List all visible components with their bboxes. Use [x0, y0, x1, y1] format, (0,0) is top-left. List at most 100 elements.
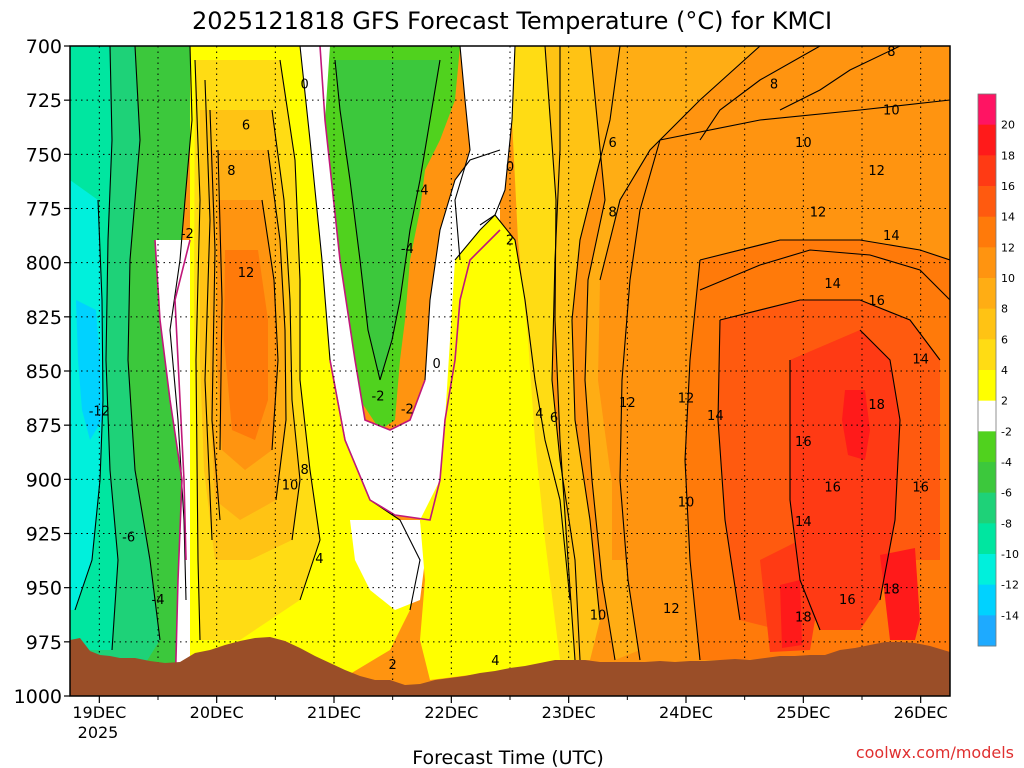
- colorbar-swatch: [978, 431, 996, 463]
- contour-label: 10: [282, 478, 299, 493]
- contour-label: -4: [416, 184, 429, 199]
- colorbar-label: 6: [1001, 333, 1008, 346]
- contour-label: 0: [506, 160, 514, 175]
- colorbar-label: 2: [1001, 395, 1008, 408]
- credit-link[interactable]: coolwx.com/models: [856, 743, 1014, 762]
- contour-label: 6: [242, 119, 250, 134]
- contour-line: [204, 79, 213, 541]
- contour-line: [599, 46, 761, 281]
- contour-line: [551, 46, 581, 661]
- colorbar-label: 12: [1001, 241, 1015, 254]
- contour-label: 12: [810, 205, 827, 220]
- y-tick-label: 850: [26, 361, 62, 383]
- contour-line: [424, 149, 501, 381]
- colorbar-frame: [977, 93, 997, 647]
- contour-label: 4: [491, 654, 499, 669]
- x-tick-label: 24DEC: [659, 703, 713, 722]
- contour-line: [127, 46, 161, 641]
- contour-line: [544, 46, 576, 661]
- contour-label: 14: [795, 515, 812, 530]
- contour-label: 4: [535, 407, 543, 422]
- x-tick-label: 21DEC: [307, 703, 361, 722]
- y-tick-label: 700: [26, 36, 62, 58]
- colorbar-label: 4: [1001, 364, 1008, 377]
- contour-label: 14: [824, 277, 841, 292]
- colorbar-label: -4: [1001, 456, 1012, 469]
- contour-label: 16: [824, 481, 841, 496]
- colorbar-label: 10: [1001, 272, 1015, 285]
- contour-line: [717, 319, 741, 621]
- temperature-fill-region: [300, 46, 500, 520]
- colorbar: 20 18 16 14 12 10 8 6 4 2 -2 -4 -6 -8 -10 -12 -14: [977, 93, 1019, 647]
- contour-line: [217, 149, 223, 451]
- contour-label: 16: [795, 435, 812, 450]
- contour-line: [659, 99, 950, 141]
- zero-contour-line: [329, 229, 501, 521]
- terrain-surface: [70, 637, 950, 696]
- temperature-fill-region: [880, 548, 920, 640]
- contour-line: [584, 46, 616, 661]
- colorbar-swatch: [978, 278, 996, 310]
- contour-label: 18: [868, 398, 885, 413]
- contour-label: 10: [883, 104, 900, 119]
- temperature-fill-region: [620, 100, 950, 660]
- contour-label: 2: [506, 234, 514, 249]
- temperature-fill-region: [455, 46, 515, 260]
- contour-label: -2: [372, 390, 385, 405]
- chart-title: 2025121818 GFS Forecast Temperature (°C)…: [192, 7, 832, 35]
- contour-label: 12: [619, 396, 636, 411]
- colorbar-swatch: [978, 186, 996, 218]
- colorbar-swatch: [978, 523, 996, 555]
- colorbar-label: -2: [1001, 425, 1012, 438]
- colorbar-swatch: [978, 400, 996, 432]
- contour-label: 8: [609, 205, 617, 220]
- contour-label: 10: [590, 608, 607, 623]
- y-tick-label: 725: [26, 90, 62, 112]
- y-tick-label: 1000: [14, 686, 62, 708]
- y-axis: 700 725 750 775 800 825 850 875 900 925 950 975 1000: [14, 36, 70, 708]
- contour-label: 16: [912, 481, 929, 496]
- contour-line: [454, 46, 471, 261]
- x-tick-label: 20DEC: [190, 703, 244, 722]
- colorbar-label: -8: [1001, 517, 1012, 530]
- y-tick-label: 875: [26, 415, 62, 437]
- contour-label: 6: [550, 411, 558, 426]
- temperature-fill-region: [763, 380, 773, 455]
- contour-label: -4: [401, 242, 414, 257]
- temperature-fill-region: [224, 250, 268, 440]
- colorbar-label: 8: [1001, 303, 1008, 316]
- zero-contour-line: [319, 46, 426, 431]
- contour-label: 2: [389, 658, 397, 673]
- temperature-fill-region: [585, 46, 760, 660]
- colorbar-label: -14: [1001, 609, 1019, 622]
- contour-label: 16: [868, 294, 885, 309]
- contour-label: 12: [868, 164, 885, 179]
- contour-label: 14: [912, 353, 929, 368]
- colorbar-swatch: [978, 216, 996, 248]
- contour-label: 18: [795, 611, 812, 626]
- contour-label: -6: [122, 530, 135, 545]
- temperature-fill-region: [512, 46, 580, 660]
- contour-lines: [74, 46, 950, 696]
- contour-label: 4: [315, 552, 323, 567]
- contour-label: -12: [89, 405, 110, 420]
- contour-line: [194, 59, 201, 641]
- contour-line: [379, 59, 441, 381]
- y-tick-label: 775: [26, 199, 62, 221]
- x-tick-label: 22DEC: [424, 703, 478, 722]
- temperature-fill-region: [655, 450, 672, 520]
- contour-label: 10: [678, 496, 695, 511]
- contour-label: 16: [839, 593, 856, 608]
- temperature-fill-region: [335, 60, 440, 380]
- contour-label: 12: [678, 392, 695, 407]
- zero-contour-line: [154, 239, 183, 696]
- zero-contour-line: [174, 239, 191, 561]
- grid-lines: [70, 46, 950, 696]
- contour-line: [779, 46, 901, 111]
- x-tick-label: 19DEC: [72, 703, 126, 722]
- colorbar-label: -12: [1001, 579, 1019, 592]
- contour-line: [279, 59, 321, 601]
